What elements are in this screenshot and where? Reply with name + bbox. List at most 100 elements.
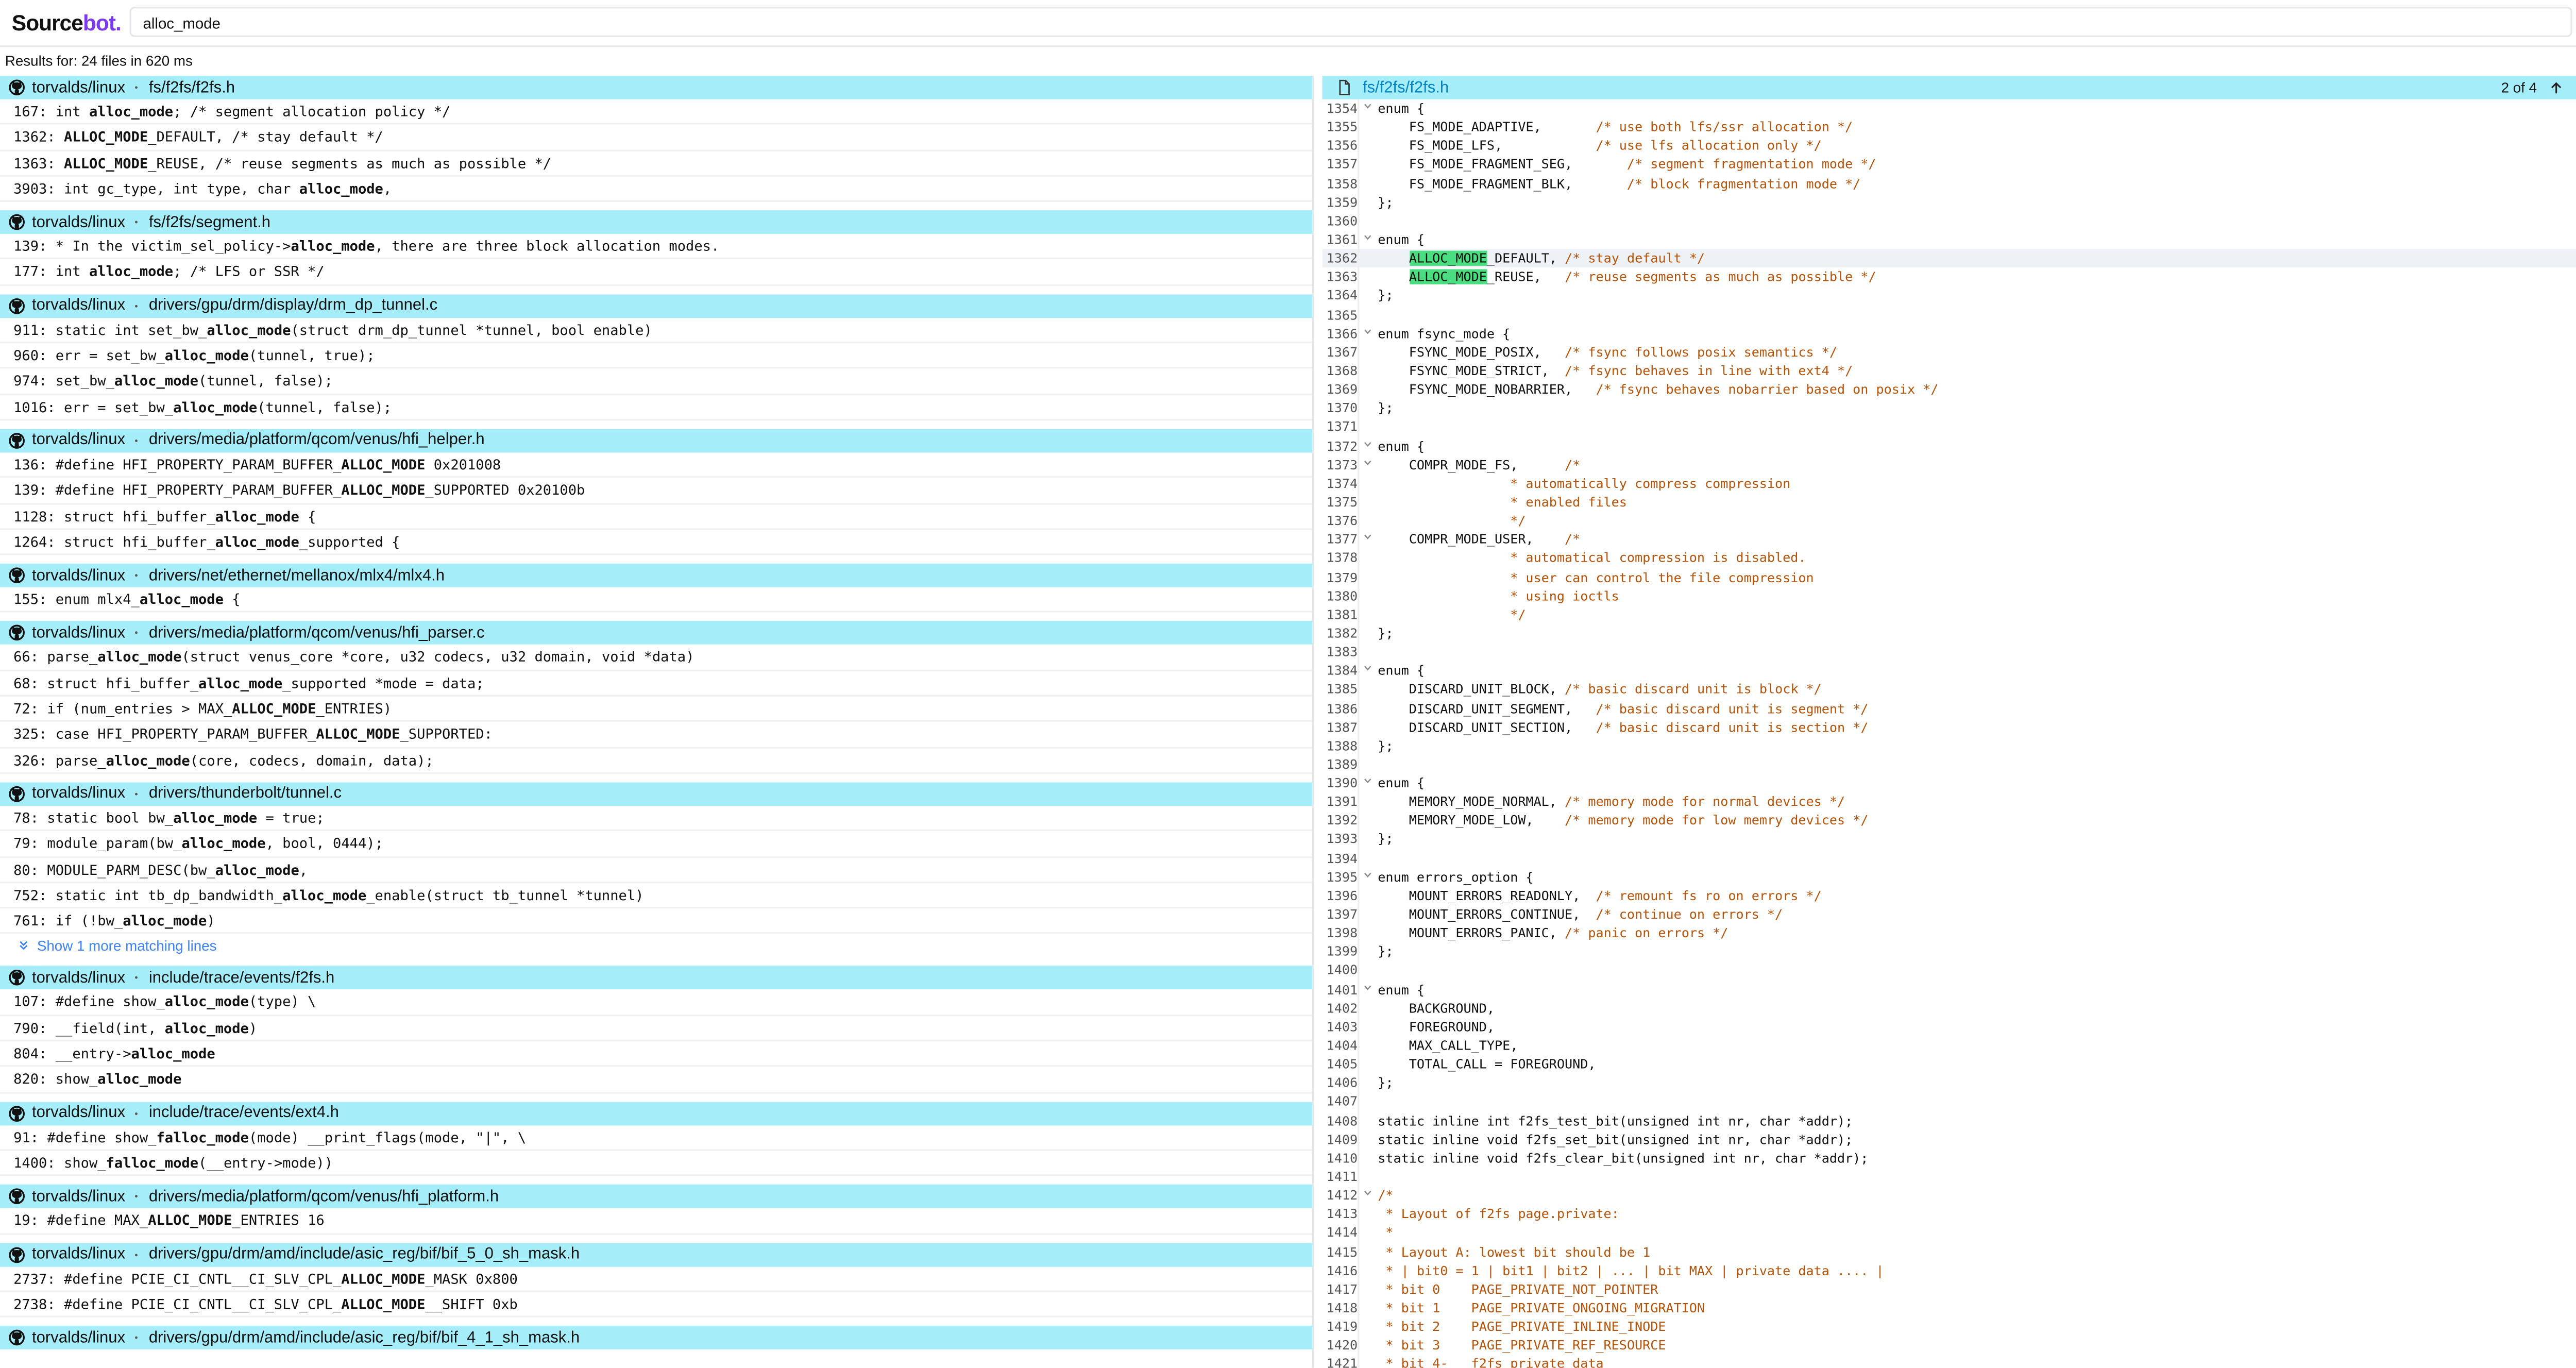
result-header[interactable]: torvalds/linux drivers/media/platform/qco… [0, 621, 1312, 646]
match-line[interactable]: 1128: struct hfi_buffer_alloc_mode { [0, 504, 1312, 530]
match-line[interactable]: 752: static int tb_dp_bandwidth_alloc_mo… [0, 883, 1312, 909]
result-header[interactable]: torvalds/linux fs/f2fs/segment.h [0, 210, 1312, 234]
match-line[interactable]: 72: if (num_entries > MAX_ALLOC_MODE_ENT… [0, 697, 1312, 722]
match-line[interactable]: 155: enum mlx4_alloc_mode { [0, 587, 1312, 614]
search-box[interactable]: alloc_mode [129, 7, 2572, 37]
match-line[interactable]: 1016: err = set_bw_alloc_mode(tunnel, fa… [0, 395, 1312, 421]
fold-gutter [1359, 905, 1376, 924]
fold-gutter [1359, 549, 1376, 568]
match-line[interactable]: 1362: ALLOC_MODE_DEFAULT, /* stay defaul… [0, 125, 1312, 151]
code-content: * Layout of f2fs page.private: [1376, 1205, 1619, 1224]
match-line[interactable]: 1264: struct hfi_buffer_alloc_mode_suppo… [0, 530, 1312, 556]
match-line[interactable]: 2737: #define PCIE_CI_CNTL__CI_SLV_CPL_A… [0, 1266, 1312, 1292]
code-content: DISCARD_UNIT_BLOCK, /* basic discard uni… [1376, 680, 1822, 699]
code-content: * bit 2 PAGE_PRIVATE_INLINE_INODE [1376, 1318, 1666, 1336]
code-comment: * Layout of f2fs page.private: [1378, 1207, 1619, 1222]
match-line[interactable]: 804: __entry->alloc_mode [0, 1041, 1312, 1068]
result-header[interactable]: torvalds/linux drivers/gpu/drm/amd/includ… [0, 1242, 1312, 1266]
code-text: COMPR_MODE_FS, [1378, 457, 1565, 472]
code-comment: * automatically compress compression [1378, 476, 1791, 491]
code-content: }; [1376, 193, 1394, 212]
code-text: }; [1378, 944, 1394, 960]
match-line[interactable]: 107: #define show_alloc_mode(type) \ [0, 990, 1312, 1016]
match-line[interactable]: 80: MODULE_PARM_DESC(bw_alloc_mode, [0, 857, 1312, 883]
code-line: 1385 DISCARD_UNIT_BLOCK, /* basic discar… [1323, 680, 2576, 699]
code-comment: /* memory mode for normal devices */ [1565, 794, 1845, 810]
code-text: enum { [1378, 775, 1425, 791]
match-line[interactable]: 960: err = set_bw_alloc_mode(tunnel, tru… [0, 343, 1312, 369]
match-line[interactable]: 911: static int set_bw_alloc_mode(struct… [0, 317, 1312, 344]
logo[interactable]: Sourcebot. [12, 10, 122, 36]
result-header[interactable]: torvalds/linux drivers/thunderbolt/tunnel… [0, 782, 1312, 806]
code-line-number: 1418 [1323, 1298, 1360, 1318]
code-text: if (!bw_ [55, 912, 123, 929]
line-number: 91: [13, 1128, 39, 1145]
fold-gutter [1359, 1018, 1376, 1036]
result-header[interactable]: torvalds/linux drivers/media/platform/qco… [0, 1185, 1312, 1209]
match-line[interactable]: 790: __field(int, alloc_mode) [0, 1016, 1312, 1042]
code-text: }; [1378, 194, 1394, 210]
match-line[interactable]: 1363: ALLOC_MODE_REUSE, /* reuse segment… [0, 151, 1312, 177]
fold-gutter [1359, 718, 1376, 736]
match-line[interactable]: 2738: #define PCIE_CI_CNTL__CI_SLV_CPL_A… [0, 1292, 1312, 1318]
match-line[interactable]: 136: #define HFI_PROPERTY_PARAM_BUFFER_A… [0, 452, 1312, 479]
code-text: TOTAL_CALL = FOREGROUND, [1378, 1057, 1596, 1072]
match-line[interactable]: 325: case HFI_PROPERTY_PARAM_BUFFER_ALLO… [0, 722, 1312, 748]
result-header[interactable]: torvalds/linux drivers/net/ethernet/mella… [0, 564, 1312, 588]
code-line-number: 1416 [1323, 1261, 1360, 1280]
fold-gutter [1359, 662, 1376, 680]
match-line[interactable]: 68: struct hfi_buffer_alloc_mode_support… [0, 671, 1312, 697]
code-text: COMPR_MODE_USER, [1378, 532, 1565, 547]
match-line[interactable]: 66: parse_alloc_mode(struct venus_core *… [0, 645, 1312, 671]
fold-gutter [1359, 1074, 1376, 1092]
line-number: 155: [13, 590, 47, 608]
result-header[interactable]: torvalds/linux include/trace/events/f2fs.… [0, 966, 1312, 990]
match-line[interactable]: 3903: int gc_type, int type, char alloc_… [0, 177, 1312, 202]
match-highlight: ALLOC_MODE [341, 481, 426, 499]
code-text: }; [1378, 626, 1394, 641]
result-header[interactable]: torvalds/linux include/trace/events/ext4.… [0, 1101, 1312, 1125]
code-line: 1400 [1323, 961, 2576, 981]
result-header[interactable]: torvalds/linux drivers/media/platform/qco… [0, 429, 1312, 453]
line-number: 66: [13, 648, 39, 666]
match-line[interactable]: 761: if (!bw_alloc_mode) [0, 909, 1312, 935]
code-line: 1362 ALLOC_MODE_DEFAULT, /* stay default… [1322, 249, 2576, 268]
code-content: enum errors_option { [1376, 868, 1533, 886]
line-number: 761: [13, 912, 47, 929]
result-header[interactable]: torvalds/linux drivers/gpu/drm/display/dr… [0, 294, 1312, 318]
code-line: 1397 MOUNT_ERRORS_CONTINUE, /* continue … [1323, 905, 2576, 924]
match-highlight: alloc_mode [173, 398, 258, 415]
separator-dot [135, 1336, 139, 1339]
code-line-number: 1365 [1323, 305, 1360, 325]
match-line[interactable]: 974: set_bw_alloc_mode(tunnel, false); [0, 369, 1312, 395]
code-text: MOUNT_ERRORS_CONTINUE, [1378, 907, 1596, 922]
show-more[interactable]: Show 1 more matching lines [0, 935, 1312, 958]
code-line: 1386 DISCARD_UNIT_SEGMENT, /* basic disc… [1323, 699, 2576, 718]
match-line[interactable]: 78: static bool bw_alloc_mode = true; [0, 806, 1312, 832]
code-text: FOREGROUND, [1378, 1019, 1495, 1035]
viewer-path[interactable]: fs/f2fs/f2fs.h [1362, 78, 1449, 97]
prev-match[interactable] [2549, 80, 2564, 95]
code-line-number: 1403 [1323, 1018, 1360, 1037]
pane-divider[interactable] [1312, 75, 1324, 1368]
match-line[interactable]: 91: #define show_falloc_mode(mode) __pri… [0, 1125, 1312, 1151]
match-line[interactable]: 326: parse_alloc_mode(core, codecs, doma… [0, 748, 1312, 774]
match-line[interactable]: 820: show_alloc_mode [0, 1067, 1312, 1093]
code-text: }; [1378, 400, 1394, 416]
match-line[interactable]: 1400: show_falloc_mode(__entry->mode)) [0, 1151, 1312, 1177]
match-line[interactable]: 177: int alloc_mode; /* LFS or SSR */ [0, 260, 1312, 286]
separator-dot [135, 1111, 139, 1114]
result-header[interactable]: torvalds/linux drivers/gpu/drm/amd/includ… [0, 1326, 1312, 1350]
result-header[interactable]: torvalds/linux fs/f2fs/f2fs.h [0, 75, 1312, 99]
match-line[interactable]: 19: #define MAX_ALLOC_MODE_ENTRIES 16 [0, 1208, 1312, 1235]
code-text: enum { [1378, 438, 1425, 454]
separator-dot [135, 86, 139, 89]
code-comment: * [1378, 1225, 1394, 1241]
match-line[interactable]: 167: int alloc_mode; /* segment allocati… [0, 99, 1312, 125]
code-line-number: 1381 [1323, 605, 1360, 624]
match-line[interactable]: 139: * In the victim_sel_policy->alloc_m… [0, 234, 1312, 260]
results-list: torvalds/linux fs/f2fs/f2fs.h 167: int all… [0, 75, 1312, 1368]
match-line[interactable]: 139: #define HFI_PROPERTY_PARAM_BUFFER_A… [0, 478, 1312, 504]
match-line[interactable]: 79: module_param(bw_alloc_mode, bool, 04… [0, 832, 1312, 857]
